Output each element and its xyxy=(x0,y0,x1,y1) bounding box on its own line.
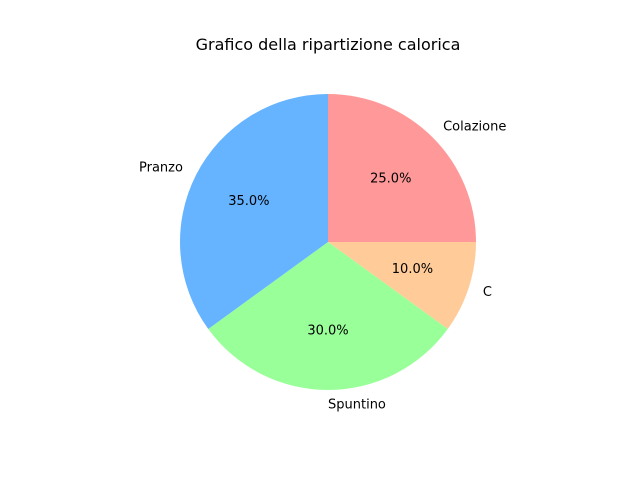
pie-slices xyxy=(180,94,476,390)
percent-label-c: 10.0% xyxy=(392,262,433,277)
percent-label-colazione: 25.0% xyxy=(370,172,411,187)
pie-slice-c xyxy=(328,242,476,329)
pie-labels: Colazione 25.0% C 10.0% Spuntino 30.0% Pranzo 3… xyxy=(139,119,506,412)
chart-title: Grafico della ripartizione calorica xyxy=(196,35,461,54)
slice-label-colazione: Colazione xyxy=(443,119,506,134)
percent-label-pranzo: 35.0% xyxy=(228,194,269,209)
pie-slice-pranzo xyxy=(180,94,328,329)
pie-slice-spuntino xyxy=(208,242,448,390)
slice-label-spuntino: Spuntino xyxy=(328,397,386,412)
slice-label-pranzo: Pranzo xyxy=(139,161,183,176)
pie-slice-colazione xyxy=(328,94,476,242)
slice-label-c: C xyxy=(483,285,492,300)
percent-label-spuntino: 30.0% xyxy=(307,323,348,338)
